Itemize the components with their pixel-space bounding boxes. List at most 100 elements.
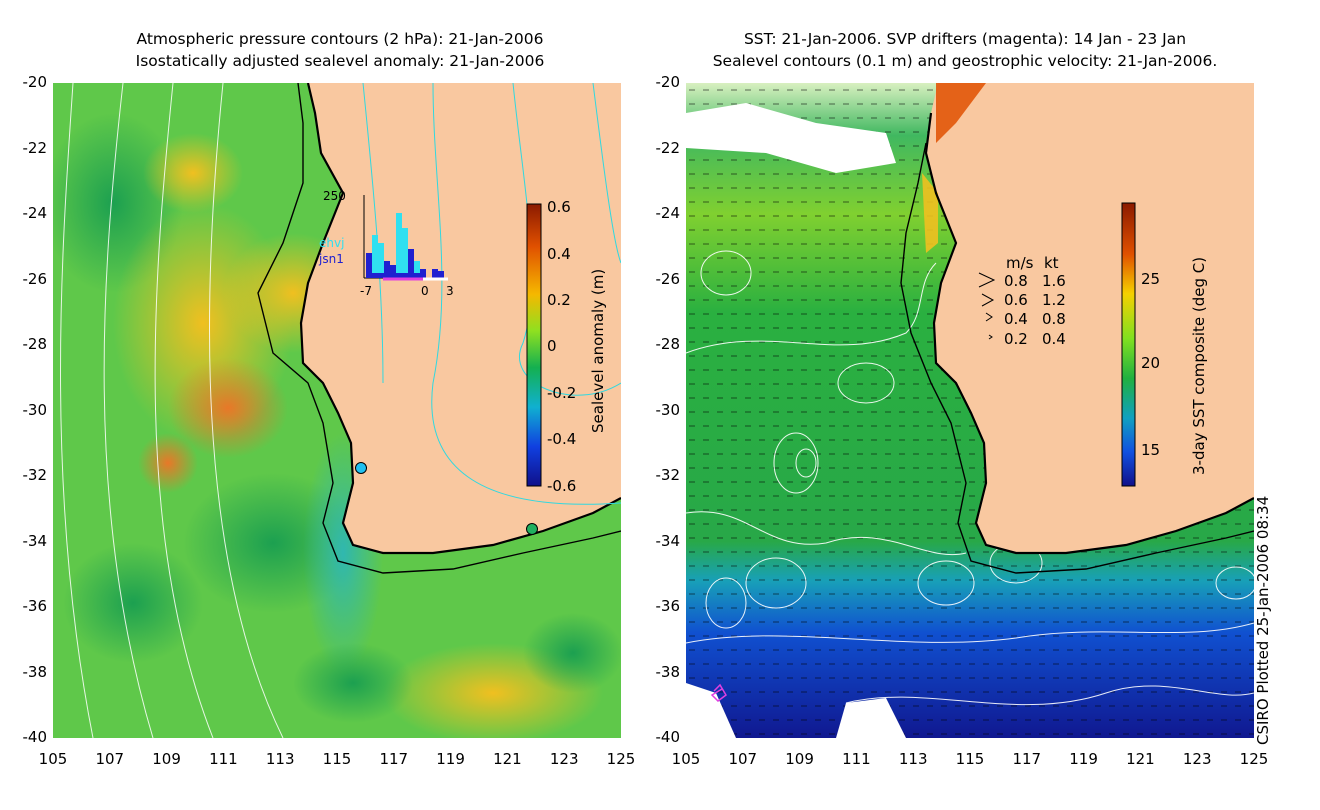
right-y-tick-label: -22 — [655, 138, 681, 157]
right-cb-tick-2: 15 — [1141, 441, 1160, 459]
left-x-tick-label: 109 — [152, 750, 181, 768]
left-y-tick-label: -24 — [22, 204, 48, 222]
right-x-tick-label: 109 — [785, 750, 814, 768]
right-x-tick-label: 111 — [842, 750, 871, 768]
left-x-tick-label: 107 — [95, 750, 125, 768]
right-y-tick-label: -40 — [655, 728, 681, 746]
histogram-ymax-label: 250 — [323, 189, 346, 203]
right-colorbar-label: 3-day SST composite (deg C) — [1190, 257, 1208, 475]
right-x-tick-label: 121 — [1126, 750, 1155, 768]
left-y-tick-label: -22 — [22, 138, 48, 157]
right-y-tick-label: -20 — [655, 73, 681, 91]
right-y-tick-label: -30 — [655, 400, 681, 419]
left-x-tick-label: 113 — [265, 750, 295, 768]
right-map-title: SST: 21-Jan-2006. SVP drifters (magenta)… — [655, 28, 1275, 72]
left-colorbar-label: Sealevel anomaly (m) — [589, 269, 607, 433]
velocity-row-0-ms: 0.8 — [1004, 272, 1028, 290]
left-x-tick-label: 105 — [38, 750, 68, 768]
right-y-tick-label: -34 — [655, 531, 681, 550]
left-x-tick-label: 121 — [493, 750, 522, 768]
velocity-row-3-ms: 0.2 — [1004, 330, 1028, 348]
velocity-row-3-kt: 0.4 — [1042, 330, 1066, 348]
histogram-legend-ehvj: ehvj — [319, 236, 344, 250]
land-pressure-contours — [362, 83, 621, 505]
histogram-legend-jsn1: jsn1 — [318, 252, 344, 266]
tide-gauge-esperance[interactable] — [526, 523, 538, 535]
velocity-row-1-ms: 0.6 — [1004, 291, 1028, 309]
left-cb-tick-2: 0.2 — [547, 291, 571, 309]
left-title-line1: Atmospheric pressure contours (2 hPa): 2… — [136, 30, 544, 48]
left-shelf-edge — [257, 83, 621, 574]
left-y-tick-label: -34 — [22, 531, 48, 550]
right-y-tick-label: -28 — [655, 335, 681, 353]
coastal-warm-water — [922, 83, 986, 253]
plot-credit: CSIRO Plotted 25-Jan-2006 08:34 — [1254, 495, 1272, 745]
left-map-title: Atmospheric pressure contours (2 hPa): 2… — [60, 28, 620, 72]
histogram-xlabel-mid: 0 — [421, 284, 429, 298]
left-y-tick-label: -20 — [22, 73, 48, 91]
tide-gauge-fremantle[interactable] — [355, 462, 367, 474]
right-x-tick-label: 123 — [1182, 750, 1212, 768]
velocity-row-0-kt: 1.6 — [1042, 272, 1066, 290]
left-colorbar: 0.6 0.4 0.2 0 -0.2 -0.4 -0.6 Sealevel an… — [526, 198, 607, 495]
left-cb-tick-5: -0.4 — [547, 430, 576, 448]
velocity-legend: m/s kt 0.8 1.6 0.6 1.2 0.4 0.8 0.2 0.4 — [978, 254, 1066, 348]
right-x-tick-label: 113 — [898, 750, 928, 768]
right-y-tick-label: -26 — [655, 269, 681, 288]
right-title-line2: Sealevel contours (0.1 m) and geostrophi… — [712, 52, 1218, 70]
velocity-header-ms: m/s — [1006, 254, 1034, 272]
right-australia-land — [926, 83, 1254, 553]
right-x-tick-label: 119 — [1069, 750, 1098, 768]
svp-drifter-track[interactable] — [710, 683, 727, 702]
histogram-xlabel-left: -7 — [360, 284, 372, 298]
left-x-tick-label: 111 — [209, 750, 238, 768]
right-cb-tick-0: 25 — [1141, 270, 1160, 288]
right-title-line1: SST: 21-Jan-2006. SVP drifters (magenta)… — [743, 30, 1187, 48]
left-cb-tick-6: -0.6 — [547, 477, 576, 495]
right-x-tick-label: 117 — [1012, 750, 1042, 768]
left-x-tick-label: 117 — [379, 750, 409, 768]
sst-map: m/s kt 0.8 1.6 0.6 1.2 0.4 0.8 0.2 0.4 2… — [686, 83, 1254, 738]
left-x-tick-label: 115 — [322, 750, 352, 768]
sealevel-anomaly-map: 250 ehvj jsn1 -7 — [53, 83, 621, 738]
right-cb-tick-1: 20 — [1141, 354, 1160, 372]
right-y-tick-label: -38 — [655, 662, 681, 681]
velocity-row-2-kt: 0.8 — [1042, 310, 1066, 328]
left-cb-tick-3: 0 — [547, 337, 557, 355]
left-y-tick-label: -30 — [22, 400, 48, 419]
right-x-tick-label: 105 — [671, 750, 701, 768]
left-y-tick-label: -28 — [22, 335, 48, 353]
left-coastline — [299, 83, 621, 555]
histogram-bars — [366, 213, 444, 278]
sst-svg: m/s kt 0.8 1.6 0.6 1.2 0.4 0.8 0.2 0.4 2… — [686, 83, 1254, 738]
left-y-tick-label: -36 — [22, 597, 48, 615]
left-y-tick-label: -38 — [22, 662, 48, 681]
left-x-tick-label: 119 — [436, 750, 465, 768]
right-colorbar: 25 20 15 3-day SST composite (deg C) — [1121, 202, 1208, 487]
pressure-contours — [60, 83, 284, 738]
left-y-tick-label: -26 — [22, 269, 48, 288]
left-x-tick-label: 123 — [549, 750, 579, 768]
velocity-row-2-ms: 0.4 — [1004, 310, 1028, 328]
velocity-row-1-kt: 1.2 — [1042, 291, 1066, 309]
right-shelf-edge — [900, 142, 1254, 574]
left-y-tick-label: -40 — [22, 728, 48, 746]
velocity-header-kt: kt — [1044, 254, 1059, 272]
left-y-tick-label: -32 — [22, 466, 48, 484]
left-x-tick-label: 125 — [606, 750, 636, 768]
sealevel-anomaly-svg: 250 ehvj jsn1 -7 — [53, 83, 621, 738]
left-title-line2: Isostatically adjusted sealevel anomaly:… — [135, 52, 545, 70]
left-cb-tick-1: 0.4 — [547, 245, 571, 263]
histogram-xlabel-right: 3 — [446, 284, 454, 298]
right-y-tick-label: -24 — [655, 204, 681, 222]
right-coastline — [924, 112, 1254, 555]
left-cb-tick-0: 0.6 — [547, 198, 571, 216]
cloud-mask — [686, 103, 906, 738]
right-y-tick-label: -36 — [655, 597, 681, 615]
left-cb-tick-4: -0.2 — [547, 384, 576, 402]
right-y-tick-label: -32 — [655, 466, 681, 484]
right-x-tick-label: 115 — [955, 750, 985, 768]
right-x-tick-label: 125 — [1239, 750, 1269, 768]
inset-histogram: 250 ehvj jsn1 -7 — [318, 189, 454, 298]
right-x-tick-label: 107 — [728, 750, 758, 768]
